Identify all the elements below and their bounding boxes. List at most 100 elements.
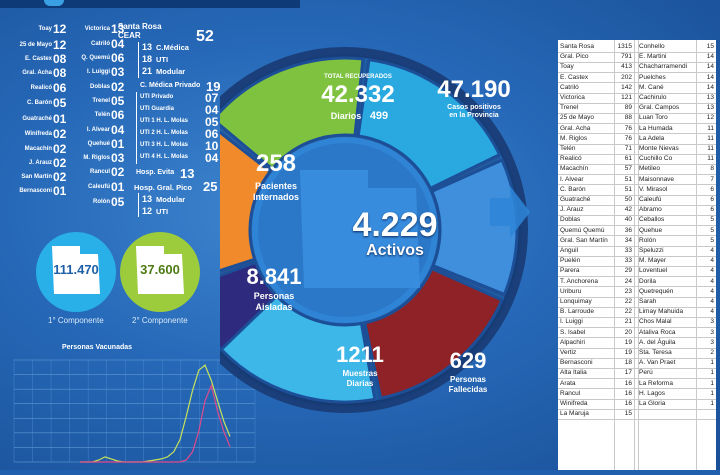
table-gridline — [558, 347, 716, 349]
table-row: E. Castex 202 Puelches 14 — [558, 73, 716, 83]
locality-item: Catriló 04 — [70, 37, 128, 51]
locality-name: Q. Quemú — [81, 55, 110, 61]
case-count: 1 — [710, 400, 714, 407]
table-row: Toay 413 Chacharramendi 14 — [558, 62, 716, 72]
locality-name: I. Luiggi — [87, 69, 110, 75]
table-gridline — [558, 388, 716, 390]
privado-label: C. Médica Privado — [140, 82, 201, 89]
table-row: Telén 71 Monte Nievas 11 — [558, 144, 716, 154]
case-count: 1 — [710, 359, 714, 367]
locality-name: Perú — [639, 369, 653, 377]
locality-item: 25 de Mayo 12 — [0, 38, 70, 52]
case-count: 1 — [710, 379, 714, 387]
case-count: 42 — [624, 206, 632, 214]
fallecidas-value: 629 — [449, 348, 487, 373]
component-1-circle: 111.470 — [36, 232, 116, 312]
cear-bracket — [138, 42, 139, 78]
locality-name: Caleufú — [87, 184, 110, 190]
locality-item: M. Riglos 03 — [70, 151, 128, 165]
locality-count: 02 — [111, 80, 125, 94]
locality-item: Macachín 02 — [0, 142, 70, 156]
locality-name: Toay — [38, 26, 52, 32]
table-gridline — [558, 153, 716, 155]
case-count: 50 — [624, 196, 632, 203]
locality-item: Q. Quemú 06 — [70, 51, 128, 65]
case-count: 202 — [621, 73, 632, 81]
hospital-item-count: 12 — [142, 206, 153, 216]
locality-item: C. Barón 05 — [0, 96, 70, 110]
hospital-item-label: UTI 2 H. L. Molas — [140, 130, 189, 136]
locality-count: 05 — [111, 195, 125, 209]
locality-name: Uriburu — [560, 287, 582, 295]
locality-item: Quehué 01 — [70, 137, 128, 151]
positivos-label-1: Casos positivos — [447, 104, 501, 111]
locality-name: Quehue — [639, 226, 663, 234]
fallecidas-segment — [362, 266, 505, 401]
locality-name: Telén — [94, 112, 110, 118]
locality-item: San Martín 02 — [0, 170, 70, 184]
case-count: 33 — [624, 257, 632, 265]
locality-name: Puelches — [639, 73, 666, 81]
table-gridline — [558, 163, 716, 165]
positivos-segment — [356, 57, 502, 191]
top-tab — [44, 0, 64, 6]
table-gridline — [614, 40, 615, 470]
case-count: 18 — [624, 359, 632, 367]
locality-name: Realicó — [30, 85, 52, 91]
table-row: Anguil 33 Speluzzi 4 — [558, 246, 716, 256]
locality-name: Maisonnave — [639, 175, 675, 183]
table-row: Vertiz 19 Sta. Teresa 2 — [558, 348, 716, 358]
locality-item: Telén 06 — [70, 108, 128, 122]
table-row: Parera 29 Loventuel 4 — [558, 266, 716, 276]
evita-label: Hosp. Evita — [136, 169, 175, 176]
locality-item: I. Alvear 04 — [70, 123, 128, 137]
hospital-item-label: UTI — [156, 55, 169, 64]
locality-count: 04 — [111, 37, 125, 51]
locality-name: J. Arauz — [28, 160, 52, 166]
locality-name: Victorica — [84, 26, 110, 32]
case-count: 11 — [707, 124, 714, 132]
table-gridline — [558, 367, 716, 369]
locality-name: Catriló — [90, 41, 110, 47]
case-count: 76 — [624, 124, 632, 132]
case-count: 4 — [710, 267, 714, 275]
case-count: 21 — [624, 318, 632, 326]
table-row: Gral. Acha 76 La Humada 11 — [558, 124, 716, 134]
recuperados-value: 42.332 — [321, 81, 395, 108]
locality-count: 06 — [53, 81, 67, 95]
hospital-item-label: UTI — [156, 207, 169, 216]
table-gridline — [558, 174, 716, 176]
case-count: 51 — [624, 185, 632, 193]
table-row: Alpachiri 19 A. del Águila 3 — [558, 338, 716, 348]
locality-name: Ataliva Roca — [639, 328, 676, 336]
case-count: 16 — [624, 400, 632, 407]
case-count: 6 — [710, 196, 714, 203]
locality-name: M. Mayer — [639, 257, 667, 265]
case-count: 11 — [707, 134, 714, 142]
locality-item: Doblas 02 — [70, 80, 128, 94]
locality-name: Victorica — [560, 94, 585, 101]
case-count: 20 — [624, 328, 632, 336]
case-count: 4 — [710, 298, 714, 305]
locality-count: 02 — [53, 127, 67, 141]
locality-name: La Maruja — [560, 410, 589, 418]
table-row: Quemú Quemú 36 Quehue 5 — [558, 226, 716, 236]
locality-item: Rolón 05 — [70, 195, 128, 209]
case-count: 14 — [706, 73, 714, 81]
locality-count: 05 — [111, 94, 125, 108]
locality-count: 08 — [53, 52, 67, 66]
case-count: 29 — [624, 267, 632, 275]
table-gridline — [634, 40, 635, 470]
pampa-map-icon — [300, 170, 420, 288]
component-2-circle: 37.600 — [120, 232, 200, 312]
case-count: 40 — [624, 216, 632, 224]
locality-item: Bernasconi 01 — [0, 184, 70, 198]
locality-name: Abramo — [639, 206, 662, 214]
locality-item: I. Luiggi 03 — [70, 65, 128, 79]
case-count: 5 — [710, 226, 714, 234]
locality-item: Gral. Acha 08 — [0, 66, 70, 80]
table-gridline — [558, 61, 716, 63]
locality-count: 03 — [111, 151, 125, 165]
muestras-value: 1211 — [336, 342, 384, 367]
locality-name: Winifreda — [24, 131, 52, 137]
